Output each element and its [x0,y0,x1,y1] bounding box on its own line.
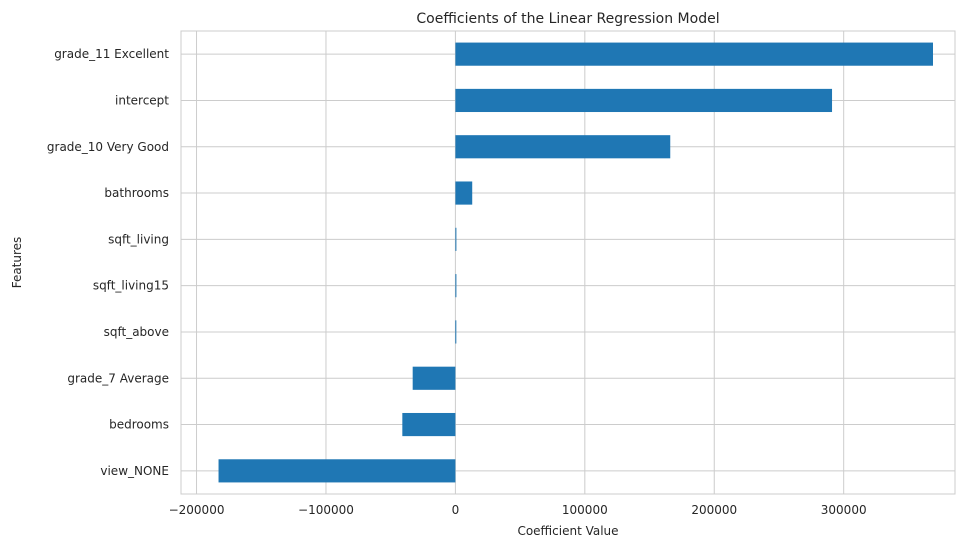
y-tick-label: intercept [115,93,169,107]
y-tick-label: grade_11 Excellent [54,47,169,61]
y-tick-label: bedrooms [109,418,169,432]
y-tick-label: sqft_living [108,232,169,246]
bar [455,42,933,66]
x-tick-label: 100000 [562,503,608,517]
y-tick-label: sqft_above [104,325,169,339]
bar [455,181,473,205]
y-tick-label: sqft_living15 [93,279,169,293]
x-tick-label: 300000 [821,503,867,517]
bar [455,274,457,298]
x-tick-label: −100000 [298,503,354,517]
bar [218,459,456,483]
x-tick-label: 200000 [691,503,737,517]
y-tick-label: grade_7 Average [67,371,169,385]
bar [455,135,671,159]
y-tick-label: grade_10 Very Good [47,140,169,154]
plot-frame [180,30,956,495]
x-axis-label: Coefficient Value [517,524,618,538]
y-tick-labels: grade_11 Excellent intercept grade_10 Very… [47,47,169,478]
chart-title: Coefficients of the Linear Regression Mo… [416,11,719,27]
bar [402,412,456,437]
grid [181,31,955,494]
bar [455,320,457,344]
bar [455,88,833,113]
y-tick-label: view_NONE [100,464,169,478]
y-tick-label: bathrooms [104,186,169,200]
bar [455,227,457,251]
y-axis-label: Features [10,237,24,289]
bar [412,366,456,390]
bars [218,42,933,483]
x-tick-label: 0 [452,503,460,517]
x-tick-label: −200000 [169,503,225,517]
x-tick-labels: −200000 −100000 0 100000 200000 300000 [169,503,867,517]
